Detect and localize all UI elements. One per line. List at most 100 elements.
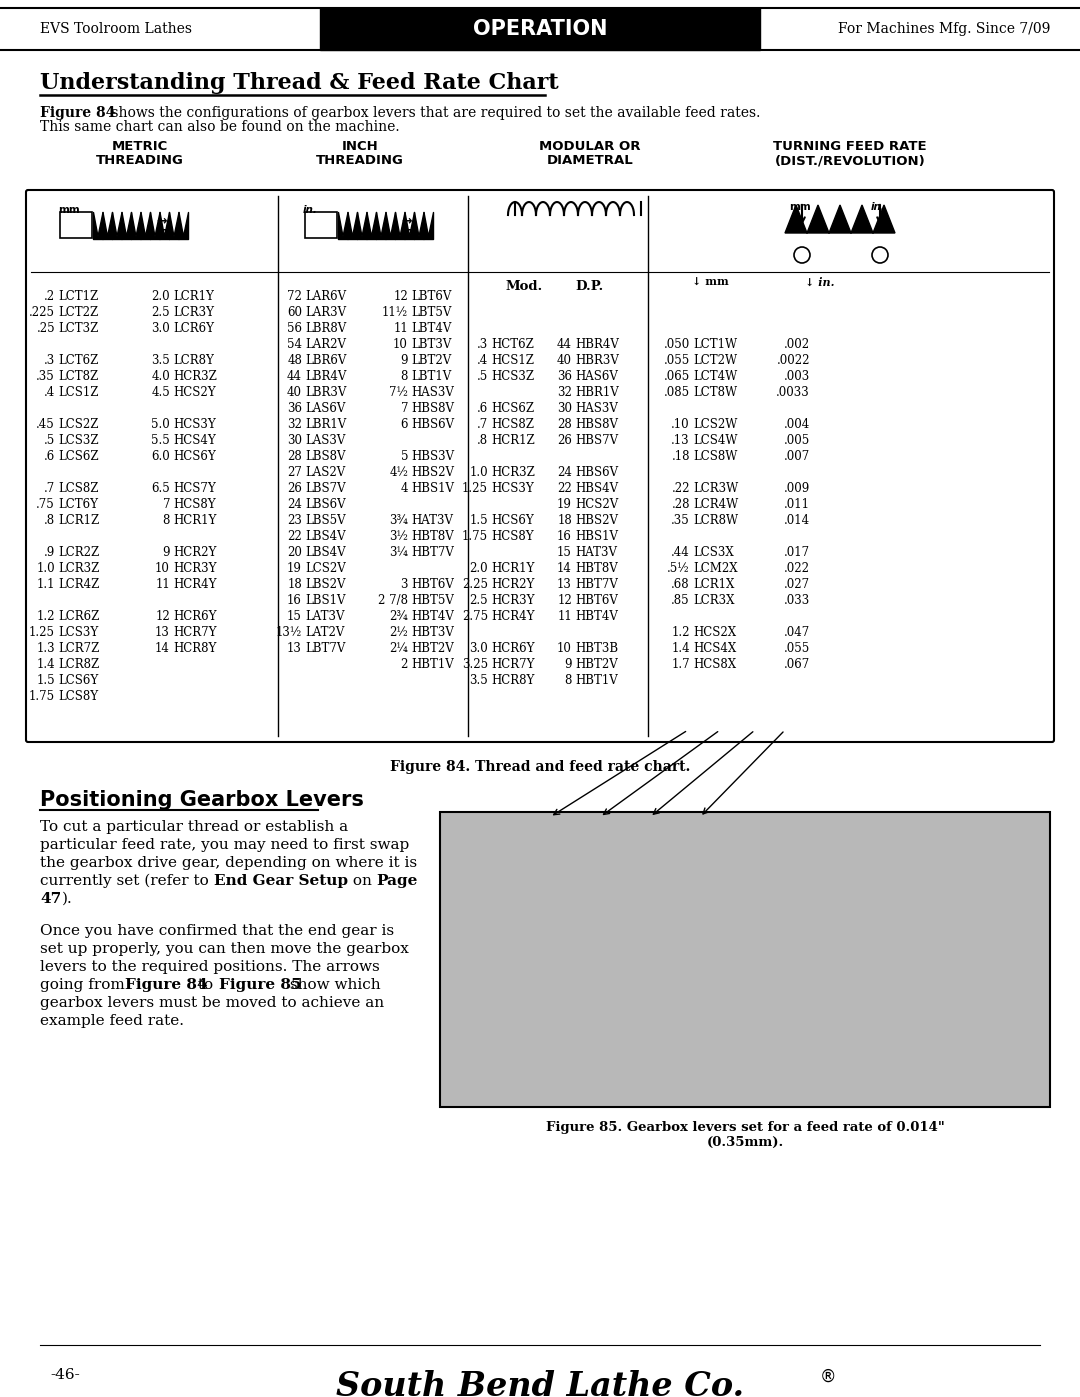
Text: This same chart can also be found on the machine.: This same chart can also be found on the… bbox=[40, 120, 400, 134]
Text: LAR3V: LAR3V bbox=[305, 306, 346, 319]
Text: 5: 5 bbox=[401, 450, 408, 462]
Text: .050: .050 bbox=[664, 338, 690, 351]
Text: THREADING: THREADING bbox=[316, 154, 404, 168]
Text: LCS2V: LCS2V bbox=[305, 562, 346, 576]
Text: ←: ← bbox=[402, 224, 413, 236]
Text: For Machines Mfg. Since 7/09: For Machines Mfg. Since 7/09 bbox=[838, 22, 1050, 36]
Text: .68: .68 bbox=[672, 578, 690, 591]
Text: EVS Toolroom Lathes: EVS Toolroom Lathes bbox=[40, 22, 192, 36]
Text: HCR6Y: HCR6Y bbox=[491, 643, 535, 655]
Text: 1.5: 1.5 bbox=[37, 673, 55, 687]
Text: .033: .033 bbox=[784, 594, 810, 608]
Text: .011: .011 bbox=[784, 497, 810, 511]
Text: HCR4Y: HCR4Y bbox=[173, 578, 216, 591]
Text: the gearbox drive gear, depending on where it is: the gearbox drive gear, depending on whe… bbox=[40, 856, 417, 870]
Text: .4: .4 bbox=[476, 353, 488, 367]
Text: LBR3V: LBR3V bbox=[305, 386, 347, 400]
Text: 3¼: 3¼ bbox=[389, 546, 408, 559]
Text: on: on bbox=[348, 875, 376, 888]
Text: 1.25: 1.25 bbox=[462, 482, 488, 495]
Bar bbox=[60, 212, 92, 237]
Text: LCR8Z: LCR8Z bbox=[58, 658, 99, 671]
Text: LCR1Y: LCR1Y bbox=[173, 291, 214, 303]
Text: Mod.: Mod. bbox=[505, 279, 542, 293]
Text: 19: 19 bbox=[557, 497, 572, 511]
Text: LCS6Y: LCS6Y bbox=[58, 673, 98, 687]
Text: 32: 32 bbox=[287, 418, 302, 432]
Text: 9: 9 bbox=[401, 353, 408, 367]
Text: LBS6V: LBS6V bbox=[305, 497, 346, 511]
Text: LBR8V: LBR8V bbox=[305, 321, 347, 335]
Text: 12: 12 bbox=[393, 291, 408, 303]
Text: HBT3V: HBT3V bbox=[411, 626, 454, 638]
Text: 2¼: 2¼ bbox=[389, 643, 408, 655]
Text: HBT4V: HBT4V bbox=[575, 610, 618, 623]
Text: going from: going from bbox=[40, 978, 130, 992]
Text: LCR4Z: LCR4Z bbox=[58, 578, 99, 591]
Text: LCR8Y: LCR8Y bbox=[173, 353, 214, 367]
Text: Positioning Gearbox Levers: Positioning Gearbox Levers bbox=[40, 789, 364, 810]
Text: LBS4V: LBS4V bbox=[305, 529, 346, 543]
Bar bbox=[320, 8, 760, 50]
Text: .28: .28 bbox=[672, 497, 690, 511]
Text: LBS5V: LBS5V bbox=[305, 514, 346, 527]
Text: 32: 32 bbox=[557, 386, 572, 400]
Text: THREADING: THREADING bbox=[96, 154, 184, 168]
Text: 4: 4 bbox=[401, 482, 408, 495]
Text: LCT1Z: LCT1Z bbox=[58, 291, 98, 303]
Text: LCS8Y: LCS8Y bbox=[58, 690, 98, 703]
Text: LAS2V: LAS2V bbox=[305, 467, 346, 479]
Text: 44: 44 bbox=[287, 370, 302, 383]
Text: 24: 24 bbox=[287, 497, 302, 511]
Text: 2: 2 bbox=[401, 658, 408, 671]
Text: 12: 12 bbox=[156, 610, 170, 623]
Text: LCT3Z: LCT3Z bbox=[58, 321, 98, 335]
Text: LCT8W: LCT8W bbox=[693, 386, 738, 400]
Text: LAR2V: LAR2V bbox=[305, 338, 346, 351]
Text: 16: 16 bbox=[557, 529, 572, 543]
Text: .002: .002 bbox=[784, 338, 810, 351]
Text: HBS4V: HBS4V bbox=[575, 482, 618, 495]
Text: 72: 72 bbox=[287, 291, 302, 303]
Text: 54: 54 bbox=[287, 338, 302, 351]
Text: HCS3Z: HCS3Z bbox=[491, 370, 535, 383]
Text: 7: 7 bbox=[401, 402, 408, 415]
Text: HBS1V: HBS1V bbox=[411, 482, 454, 495]
Text: .027: .027 bbox=[784, 578, 810, 591]
Text: LCS1Z: LCS1Z bbox=[58, 386, 98, 400]
Text: HCR6Y: HCR6Y bbox=[173, 610, 216, 623]
Text: 44: 44 bbox=[557, 338, 572, 351]
Text: 4.0: 4.0 bbox=[151, 370, 170, 383]
Text: 1.1: 1.1 bbox=[37, 578, 55, 591]
Text: 1.75: 1.75 bbox=[462, 529, 488, 543]
Text: HCS8Y: HCS8Y bbox=[491, 529, 534, 543]
Text: LAS6V: LAS6V bbox=[305, 402, 346, 415]
Text: 1.75: 1.75 bbox=[29, 690, 55, 703]
Text: HBT2V: HBT2V bbox=[411, 643, 454, 655]
Text: LBR4V: LBR4V bbox=[305, 370, 347, 383]
Text: 14: 14 bbox=[557, 562, 572, 576]
Text: LCR7Z: LCR7Z bbox=[58, 643, 99, 655]
Text: .3: .3 bbox=[44, 353, 55, 367]
Text: End Gear Setup: End Gear Setup bbox=[214, 875, 348, 888]
Text: in.: in. bbox=[303, 205, 318, 215]
Text: 13: 13 bbox=[287, 643, 302, 655]
Text: Figure 84. Thread and feed rate chart.: Figure 84. Thread and feed rate chart. bbox=[390, 760, 690, 774]
Text: 3¾: 3¾ bbox=[389, 514, 408, 527]
Text: (DIST./REVOLUTION): (DIST./REVOLUTION) bbox=[774, 154, 926, 168]
Text: HAS3V: HAS3V bbox=[411, 386, 454, 400]
Text: HCR4Y: HCR4Y bbox=[491, 610, 535, 623]
Text: HBT4V: HBT4V bbox=[411, 610, 454, 623]
Text: 3.25: 3.25 bbox=[462, 658, 488, 671]
Text: LCS8W: LCS8W bbox=[693, 450, 738, 462]
Text: LCR8W: LCR8W bbox=[693, 514, 738, 527]
Text: .6: .6 bbox=[44, 450, 55, 462]
Text: HAS3V: HAS3V bbox=[575, 402, 618, 415]
Text: LCS8Z: LCS8Z bbox=[58, 482, 98, 495]
Text: LCR3X: LCR3X bbox=[693, 594, 734, 608]
Text: 15: 15 bbox=[557, 546, 572, 559]
Text: ↓ in.: ↓ in. bbox=[806, 277, 835, 288]
Text: LCR3W: LCR3W bbox=[693, 482, 739, 495]
Text: ®: ® bbox=[820, 1368, 837, 1386]
Text: LAR6V: LAR6V bbox=[305, 291, 346, 303]
